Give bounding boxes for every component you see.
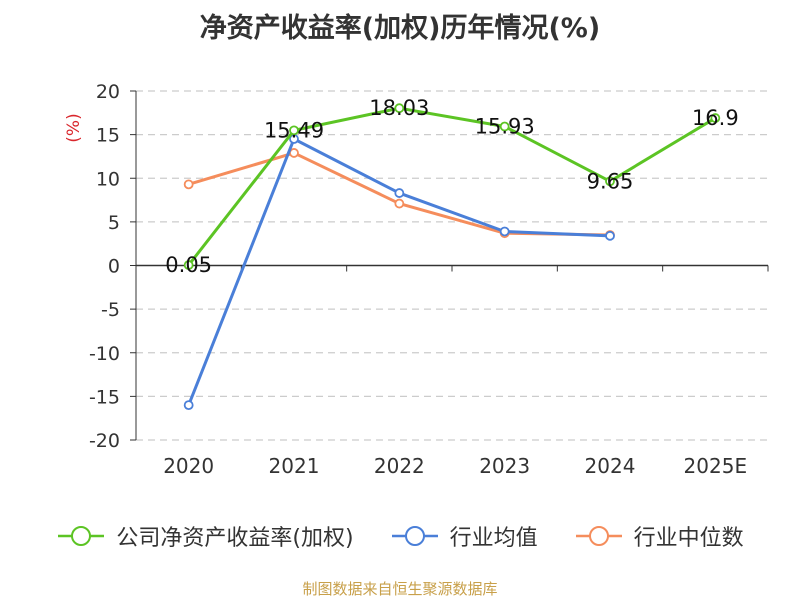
source-note: 制图数据来自恒生聚源数据库 — [302, 580, 498, 598]
x-tick-label: 2024 — [585, 454, 636, 478]
data-point-series-1 — [183, 400, 194, 411]
y-tick-label: 15 — [96, 125, 120, 147]
legend-line-circle-icon — [575, 526, 622, 546]
y-tick-label: 20 — [96, 81, 120, 103]
series-line-0 — [187, 106, 717, 266]
data-point-series-0 — [394, 103, 405, 114]
chart-title: 净资产收益率(加权)历年情况(%) — [199, 13, 601, 44]
legend-label: 行业中位数 — [633, 526, 744, 551]
data-point-series-2 — [289, 148, 299, 158]
data-point-series-2 — [394, 198, 405, 209]
data-point-series-2 — [183, 179, 194, 190]
data-point-series-0 — [710, 113, 721, 123]
data-label: 15.93 — [475, 115, 535, 139]
legend-item[interactable]: 公司净资产收益率(加权) — [56, 520, 354, 552]
legend-label: 公司净资产收益率(加权) — [116, 526, 354, 551]
y-tick-label: -15 — [89, 386, 120, 408]
legend-label: 行业均值 — [449, 526, 538, 551]
x-tick-label: 2025E — [684, 454, 748, 478]
x-tick-label: 2022 — [374, 454, 425, 478]
data-label: 0.05 — [165, 253, 212, 277]
x-tick-label: 2020 — [163, 454, 214, 478]
y-axis-unit-label: (%) — [64, 113, 84, 142]
y-tick-label: -10 — [89, 343, 120, 365]
y-tick-label: -20 — [89, 430, 120, 452]
grid-layer — [136, 90, 768, 441]
legend-swatch-circle — [588, 526, 609, 546]
data-label: 16.9 — [692, 106, 739, 130]
data-point-series-0 — [289, 125, 299, 136]
y-tick-label: -5 — [101, 299, 120, 321]
legend-swatch-circle — [404, 526, 425, 546]
legend-item[interactable]: 行业均值 — [390, 520, 538, 552]
data-point-series-0 — [605, 176, 615, 187]
axis-layer: 20 15 10 5 0 -5 -10 -15 -20 2020 2021 2022 2023 2024 2… — [89, 81, 769, 478]
label-layer: 0.05 15.49 18.03 15.93 9.65 16.9 — [165, 96, 738, 277]
data-point-series-1 — [605, 230, 615, 241]
y-tick-label: 5 — [108, 212, 120, 234]
legend-line-circle-icon — [391, 526, 438, 546]
data-label: 9.65 — [587, 169, 634, 193]
data-label: 18.03 — [369, 96, 429, 120]
data-point-series-1 — [499, 226, 510, 237]
x-tick-label: 2021 — [269, 454, 320, 478]
legend: 公司净资产收益率(加权) 行业均值 行业中位数 — [0, 520, 800, 552]
x-tick-label: 2023 — [479, 454, 530, 478]
data-point-series-1 — [394, 188, 405, 198]
y-tick-label: 10 — [96, 168, 120, 190]
data-point-series-0 — [499, 121, 510, 132]
y-tick-label: 0 — [108, 256, 120, 278]
legend-item[interactable]: 行业中位数 — [574, 520, 744, 552]
data-label: 15.49 — [264, 118, 324, 142]
legend-swatch-circle — [71, 526, 92, 546]
data-point-series-0 — [183, 260, 194, 270]
series-line-1 — [187, 137, 611, 406]
legend-line-circle-icon — [58, 526, 105, 546]
series-layer — [183, 103, 721, 411]
